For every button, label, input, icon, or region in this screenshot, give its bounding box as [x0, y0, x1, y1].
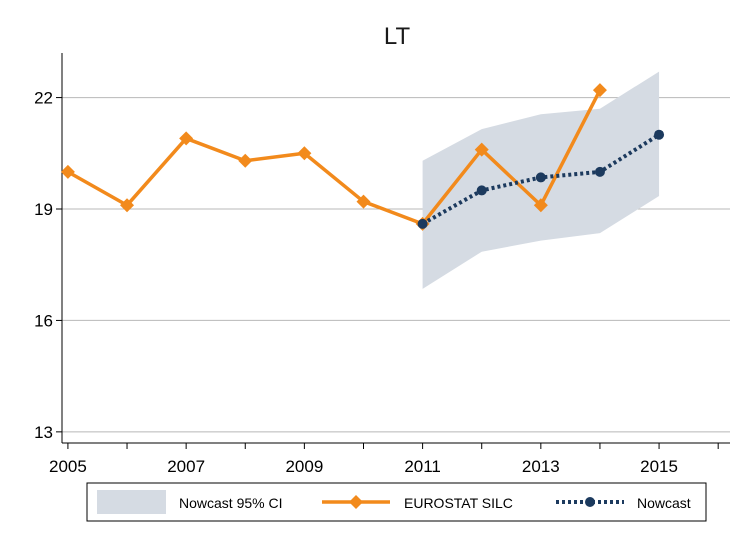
data-point-nowcast: [594, 166, 605, 177]
data-point-nowcast: [417, 218, 428, 229]
x-tick-label: 2005: [49, 457, 87, 476]
x-tick-label: 2007: [167, 457, 205, 476]
y-tick-label: 19: [34, 200, 53, 219]
data-point-nowcast: [654, 129, 665, 140]
data-point-eurostat-silc: [592, 83, 607, 98]
legend-box: [86, 482, 707, 522]
data-point-eurostat-silc: [533, 198, 548, 213]
data-point-eurostat-silc: [474, 142, 489, 157]
legend-label-band: Nowcast 95% CI: [179, 495, 282, 511]
data-point-eurostat-silc: [356, 194, 371, 209]
legend-key-marker-nowcast: [585, 497, 595, 507]
legend-label-silc: EUROSTAT SILC: [404, 495, 513, 511]
y-tick-label: 13: [34, 423, 53, 442]
data-point-eurostat-silc: [60, 164, 75, 179]
y-tick-label: 22: [34, 89, 53, 108]
data-point-eurostat-silc: [179, 131, 194, 146]
data-point-nowcast: [535, 172, 546, 183]
series-layer: [60, 83, 665, 231]
x-tick-label: 2015: [640, 457, 678, 476]
legend-key-band: [97, 490, 166, 514]
chart-title: LT: [384, 23, 411, 50]
axes: 13 16 19 22 2005 2007 2009 2011 2013 2015: [34, 53, 730, 476]
series-line-eurostat-silc: [67, 89, 602, 226]
x-tick-label: 2013: [522, 457, 560, 476]
data-point-eurostat-silc: [120, 198, 135, 213]
data-point-nowcast: [476, 185, 487, 196]
data-point-eurostat-silc: [297, 146, 312, 161]
x-tick-label: 2011: [404, 457, 441, 476]
x-tick-label: 2009: [285, 457, 323, 476]
legend-label-nowcast: Nowcast: [637, 495, 691, 511]
legend-key-marker-silc: [349, 495, 363, 509]
y-tick-label: 16: [34, 311, 53, 330]
data-point-eurostat-silc: [238, 153, 253, 168]
legend: Nowcast 95% CI EUROSTAT SILC Nowcast: [86, 482, 707, 522]
